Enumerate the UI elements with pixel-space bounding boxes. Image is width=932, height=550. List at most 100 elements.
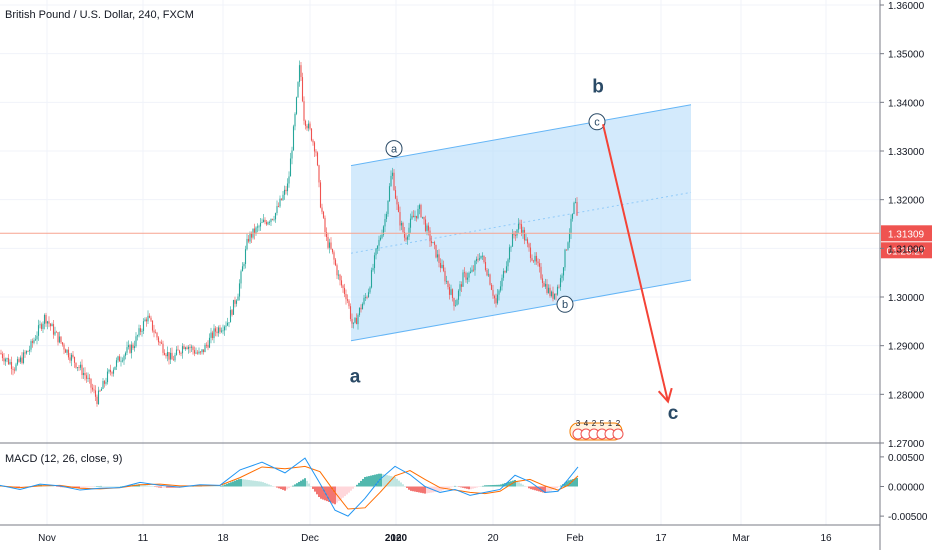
candle-body bbox=[33, 340, 35, 343]
candle-body bbox=[549, 287, 551, 296]
candle-body bbox=[78, 367, 80, 369]
candle-body bbox=[232, 299, 235, 315]
macd-histogram-bar bbox=[434, 486, 436, 493]
candle-body bbox=[463, 272, 466, 274]
channel-fill bbox=[351, 104, 691, 341]
candle-body bbox=[60, 336, 62, 343]
macd-histogram-bar bbox=[428, 486, 430, 493]
macd-histogram-bar bbox=[58, 486, 60, 487]
macd-histogram-bar bbox=[308, 483, 310, 487]
candle-body bbox=[75, 362, 77, 368]
macd-histogram-bar bbox=[190, 486, 192, 487]
candle-body bbox=[55, 331, 58, 333]
wave-label-circled-a: a bbox=[391, 143, 398, 155]
macd-histogram-bar bbox=[168, 486, 170, 488]
candle-body bbox=[295, 97, 298, 114]
price-tick-label: 1.34000 bbox=[888, 98, 925, 109]
candle-body bbox=[213, 328, 215, 339]
candle-body bbox=[61, 342, 64, 345]
macd-histogram-bar bbox=[304, 478, 306, 487]
macd-histogram-bar bbox=[86, 486, 88, 488]
candle-body bbox=[511, 233, 514, 247]
macd-histogram-bar bbox=[392, 476, 394, 487]
arrow-shaft bbox=[602, 124, 669, 402]
candle-body bbox=[424, 219, 427, 231]
macd-histogram-bar bbox=[118, 486, 120, 487]
candle-body bbox=[253, 228, 256, 234]
candle-body bbox=[430, 241, 433, 244]
projection-arrow[interactable] bbox=[602, 124, 673, 404]
candle-body bbox=[342, 285, 344, 288]
parallel-channel[interactable] bbox=[350, 104, 692, 342]
macd-histogram-bar bbox=[48, 485, 50, 487]
macd-histogram-bar bbox=[474, 486, 476, 489]
macd-histogram-bar bbox=[370, 475, 372, 487]
macd-histogram-bar bbox=[316, 486, 318, 495]
candle-body bbox=[331, 248, 334, 253]
macd-histogram-bar bbox=[104, 486, 106, 487]
candle-body bbox=[349, 306, 352, 319]
candle-body bbox=[403, 232, 406, 238]
candle-body bbox=[333, 252, 335, 260]
macd-histogram-bar bbox=[320, 486, 322, 499]
candle-body bbox=[562, 267, 565, 276]
candle-body bbox=[513, 233, 515, 236]
macd-histogram-bar bbox=[382, 474, 384, 487]
candle-body bbox=[30, 341, 32, 350]
macd-histogram-bar bbox=[492, 484, 494, 487]
candle-body bbox=[177, 349, 179, 351]
candle-body bbox=[517, 223, 520, 230]
macd-histogram-bar bbox=[54, 486, 56, 487]
candle-body bbox=[294, 113, 296, 127]
candle-body bbox=[504, 271, 506, 273]
candle-body bbox=[418, 205, 421, 209]
candle-body bbox=[412, 215, 415, 218]
candle-body bbox=[277, 206, 280, 207]
event-marker-label: 2 bbox=[592, 419, 597, 428]
macd-histogram-bar bbox=[424, 486, 426, 494]
macd-histogram-bar bbox=[466, 486, 468, 489]
macd-histogram-bar bbox=[554, 486, 556, 489]
candle-body bbox=[214, 328, 217, 332]
candle-body bbox=[262, 219, 265, 223]
macd-histogram-bar bbox=[162, 486, 164, 488]
candle-body bbox=[318, 165, 320, 183]
macd-histogram-bar bbox=[414, 486, 416, 492]
macd-histogram-bar bbox=[478, 486, 480, 487]
macd-histogram-bar bbox=[484, 485, 486, 487]
macd-histogram-bar bbox=[256, 481, 258, 487]
price-axis[interactable]: 1.36000 1.35000 1.34000 1.33000 1.32000 1.310… bbox=[880, 1, 928, 523]
macd-histogram-bar bbox=[144, 485, 146, 487]
wave-circle-b bbox=[556, 295, 574, 313]
candle-body bbox=[39, 324, 41, 326]
candle-body bbox=[481, 255, 484, 257]
candle-body bbox=[13, 369, 16, 371]
macd-histogram-bar bbox=[558, 486, 560, 487]
candle-body bbox=[210, 332, 212, 338]
candle-body bbox=[127, 345, 130, 348]
macd-histogram-bar bbox=[106, 486, 108, 487]
candle-body bbox=[255, 227, 257, 234]
macd-histogram-bar bbox=[296, 483, 298, 487]
macd-histogram-bar bbox=[212, 486, 214, 487]
candle-body bbox=[565, 249, 568, 251]
candle-body bbox=[82, 372, 85, 376]
candle-body bbox=[426, 225, 428, 231]
candle-body bbox=[34, 339, 37, 341]
candle-body bbox=[261, 222, 263, 223]
macd-histogram-bar bbox=[92, 486, 94, 487]
candle-body bbox=[105, 382, 107, 384]
candle-body bbox=[220, 330, 223, 332]
macd-histogram-bar bbox=[394, 477, 396, 487]
candle-body bbox=[292, 126, 295, 151]
candle-body bbox=[297, 82, 299, 98]
candle-body bbox=[175, 349, 178, 355]
macd-histogram-bar bbox=[360, 480, 362, 487]
candle-body bbox=[103, 381, 106, 384]
price-tick-label: 1.36000 bbox=[888, 1, 925, 12]
candle-body bbox=[550, 291, 553, 296]
last-price-label: 1.31309 bbox=[888, 229, 925, 240]
